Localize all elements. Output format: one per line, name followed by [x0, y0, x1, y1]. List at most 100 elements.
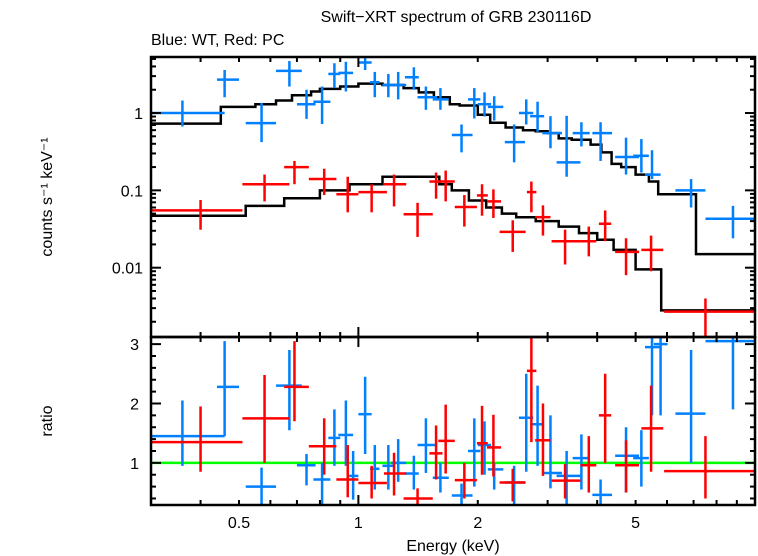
ratio-point-pc — [664, 436, 755, 499]
spectrum-point-wt — [404, 67, 419, 90]
y-tick-label: 1 — [130, 456, 139, 473]
spectrum-point-wt — [530, 101, 545, 132]
spectrum-point-pc — [551, 229, 581, 265]
ratio-point-wt — [404, 455, 419, 490]
ratio-point-pc — [308, 418, 337, 475]
spectrum-point-wt — [477, 92, 492, 117]
spectrum-point-pc — [383, 174, 407, 207]
spectrum-point-wt — [370, 71, 380, 98]
spectrum-point-wt — [487, 96, 504, 121]
spectrum-point-pc — [526, 181, 537, 213]
ratio-point-pc — [551, 464, 581, 499]
spectrum-point-wt — [338, 61, 354, 92]
x-tick-label: 1 — [354, 515, 363, 532]
ratio-point-pc — [535, 403, 551, 476]
ratio-point-wt — [653, 337, 668, 416]
ratio-point-wt — [468, 418, 481, 487]
ratio-point-pc — [486, 414, 502, 477]
spectrum-point-wt — [328, 63, 341, 89]
spectrum-point-pc — [535, 205, 551, 236]
spectrum-point-pc — [358, 184, 387, 213]
spectrum-point-wt — [592, 122, 613, 161]
spectrum-point-pc — [476, 184, 488, 216]
ratio-point-wt — [216, 341, 239, 437]
spectrum-point-wt — [572, 122, 590, 147]
ratio-point-wt — [151, 400, 225, 466]
axis-ticks — [150, 57, 756, 505]
ratio-point-wt — [572, 434, 590, 490]
ratio-point-wt — [313, 462, 331, 505]
ratio-point-pc — [151, 406, 243, 472]
spectrum-point-wt — [675, 179, 706, 208]
spectrum-point-wt — [296, 89, 316, 119]
ratio-point-pc — [438, 404, 455, 474]
spectrum-point-wt — [542, 116, 562, 149]
x-axis-label: Energy (keV) — [406, 538, 499, 555]
ratio-point-wt — [382, 445, 395, 490]
ratio-point-pc — [499, 468, 526, 502]
model-step-line-wt — [151, 82, 755, 256]
spectrum-point-wt — [151, 100, 225, 127]
ratio-point-wt — [556, 450, 581, 505]
spectrum-point-wt — [432, 88, 449, 110]
ratio-point-pc — [526, 337, 537, 443]
spectrum-point-wt — [391, 71, 407, 100]
y-tick-label: 0.1 — [121, 183, 143, 200]
spectrum-panel — [151, 57, 755, 337]
y-tick-label: 3 — [130, 337, 139, 354]
ratio-point-wt — [633, 430, 649, 487]
spectrum-point-pc — [615, 238, 640, 276]
spectrum-point-wt — [468, 88, 481, 119]
ratio-point-wt — [644, 337, 661, 416]
model-step-line-pc — [151, 175, 755, 312]
ratio-panel — [151, 337, 755, 505]
ratio-point-wt — [542, 415, 562, 489]
ratio-point-pc — [383, 452, 407, 496]
ratio-point-pc — [429, 425, 443, 480]
y-tick-label: 2 — [130, 396, 139, 413]
y-tick-label: 1 — [134, 106, 143, 123]
spectrum-point-wt — [358, 57, 372, 70]
spectrum-point-pc — [641, 235, 664, 272]
ratio-point-pc — [242, 374, 290, 463]
spectrum-point-pc — [403, 202, 433, 237]
spectrum-point-pc — [151, 200, 243, 230]
spectrum-point-wt — [644, 150, 661, 180]
y-axis-label-spectrum: counts s⁻¹ keV⁻¹ — [39, 137, 56, 256]
spectrum-point-wt — [633, 139, 649, 173]
spectrum-point-wt — [245, 102, 277, 143]
ratio-point-wt — [592, 479, 613, 505]
ratio-point-pc — [598, 373, 612, 463]
x-tick-label: 0.5 — [228, 515, 250, 532]
ratio-point-wt — [417, 418, 438, 473]
spectrum-point-pc — [242, 174, 290, 202]
ratio-point-pc — [454, 462, 477, 499]
ratio-point-wt — [245, 467, 277, 505]
spectrum-point-wt — [518, 99, 534, 125]
spectrum-point-pc — [336, 176, 359, 213]
spectrum-point-pc — [499, 220, 526, 252]
spectrum-point-wt — [276, 61, 302, 87]
x-tick-label: 5 — [631, 515, 640, 532]
spectrum-point-pc — [598, 210, 612, 242]
ratio-point-wt — [338, 400, 354, 466]
spectrum-point-wt — [313, 86, 331, 125]
ratio-point-pc — [403, 488, 433, 505]
ratio-point-pc — [284, 341, 309, 422]
spectrum-point-wt — [504, 124, 525, 163]
spectrum-panel-frame — [149, 55, 757, 339]
spectrum-point-wt — [451, 124, 473, 153]
x-tick-label: 2 — [473, 515, 482, 532]
spectrum-point-pc — [308, 168, 337, 196]
ratio-point-pc — [476, 405, 488, 475]
spectrum-point-wt — [417, 86, 438, 110]
spectrum-point-pc — [438, 170, 455, 202]
spectrum-point-pc — [284, 160, 309, 185]
ratio-point-wt — [504, 465, 525, 505]
ratio-point-wt — [328, 409, 341, 466]
ratio-point-pc — [580, 436, 597, 493]
spectrum-point-pc — [664, 298, 755, 337]
ratio-point-wt — [451, 483, 473, 505]
